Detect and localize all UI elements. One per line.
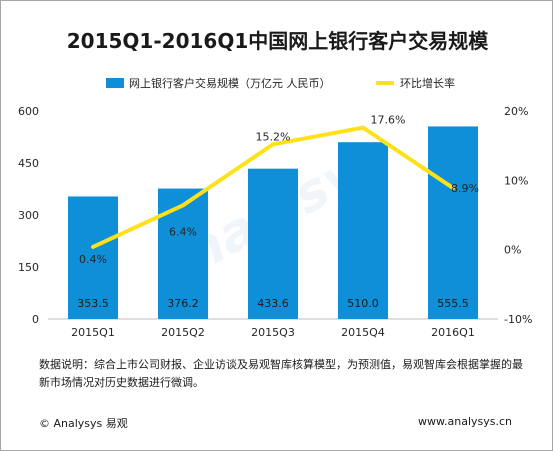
chart-legend: 网上银行客户交易规模（万亿元 人民币） 环比增长率: [106, 76, 455, 90]
chart-title: 2015Q1-2016Q1中国网上银行客户交易规模: [66, 29, 489, 53]
legend-label-bar: 网上银行客户交易规模（万亿元 人民币）: [129, 76, 331, 90]
y-left-tick-label: 600: [18, 105, 39, 118]
data-note: 数据说明：综合上市公司财报、企业访谈及易观智库核算模型，为预测值，易观智库会根据…: [39, 358, 523, 389]
x-tick-label: 2016Q1: [431, 326, 475, 339]
copyright-text: © Analysys 易观: [39, 417, 128, 430]
y-left-tick-label: 150: [18, 261, 39, 274]
y-left-tick-label: 300: [18, 209, 39, 222]
bar-series: [68, 126, 478, 319]
bar-value-label: 376.2: [167, 297, 199, 310]
bar-value-label: 555.5: [437, 297, 469, 310]
bar: [158, 188, 208, 319]
x-tick-label: 2015Q2: [161, 326, 205, 339]
legend-label-line: 环比增长率: [400, 76, 455, 90]
bar: [428, 126, 478, 319]
bar-value-label: 353.5: [77, 297, 109, 310]
growth-rate-label: 0.4%: [79, 253, 107, 266]
y-right-tick-label: 0%: [504, 244, 521, 257]
y-left-tick-label: 0: [32, 313, 39, 326]
bar: [68, 196, 118, 319]
bar: [248, 168, 298, 319]
growth-rate-label: 6.4%: [169, 225, 197, 238]
line-series: [91, 125, 455, 249]
data-labels: 353.5 376.2 433.6 510.0 555.5 0.4% 6.4% 15.2% 17…: [77, 114, 479, 310]
y-right-tick-label: -10%: [504, 313, 532, 326]
growth-rate-label: 17.6%: [371, 114, 406, 127]
x-tick-label: 2015Q4: [341, 326, 385, 339]
x-tick-label: 2015Q1: [71, 326, 115, 339]
y-right-tick-label: 10%: [504, 174, 528, 187]
bar-value-label: 510.0: [347, 297, 379, 310]
website-link[interactable]: www.analysys.cn: [418, 415, 512, 428]
y-right-tick-label: 20%: [504, 105, 528, 118]
growth-rate-label: 8.9%: [451, 182, 479, 195]
bar-value-label: 433.6: [257, 297, 289, 310]
y-left-tick-label: 450: [18, 157, 39, 170]
growth-rate-label: 15.2%: [256, 130, 291, 143]
bar: [338, 142, 388, 319]
growth-rate-line: [91, 125, 455, 249]
legend-swatch-bar: [106, 78, 124, 88]
x-tick-label: 2015Q3: [251, 326, 295, 339]
